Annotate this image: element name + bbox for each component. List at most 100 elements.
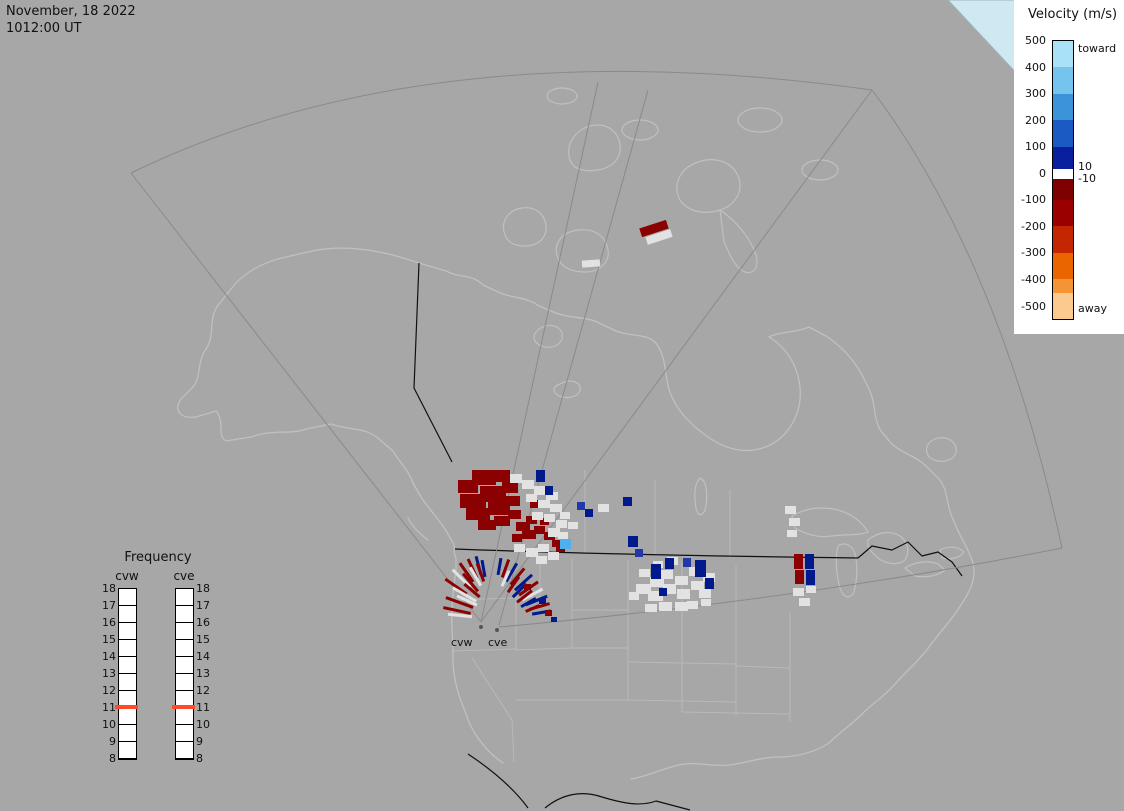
frequency-marker-cve: [172, 705, 195, 709]
radar-echo-cell: [636, 584, 651, 594]
frequency-header-cvw: cvw: [115, 569, 139, 583]
ftick-label: 13: [102, 666, 116, 680]
radar-echo-cell: [532, 512, 543, 520]
radar-echo-cell: [793, 588, 804, 596]
radar-echo-cell: [598, 504, 609, 512]
colorbar-segment: [1053, 41, 1073, 67]
radar-echo-cell: [472, 470, 496, 485]
radar-echo-cell: [522, 480, 534, 489]
vtick-label: 0: [1039, 166, 1046, 180]
ftick-label: 10: [196, 717, 210, 731]
lakes: [533, 324, 965, 598]
vtick-label: -100: [1021, 193, 1046, 207]
radar-echo-cell: [645, 604, 657, 612]
radar-echo-cell: [544, 514, 555, 522]
radar-echo-cell: [661, 570, 673, 579]
colorbar-segment: [1053, 226, 1073, 253]
radar-echo-cell: [526, 548, 538, 557]
vtick-label: 300: [1025, 87, 1046, 101]
radar-echo-cell: [805, 554, 814, 569]
radar-echo-cell: [639, 569, 650, 577]
radar-echo-cell: [799, 598, 810, 606]
frequency-legend-title: Frequency: [124, 550, 192, 565]
ftick-label: 15: [102, 632, 116, 646]
radar-echo-cell: [687, 601, 698, 609]
radar-echo-cell: [516, 522, 530, 531]
radar-echo-cell: [794, 554, 803, 569]
neg-threshold-label: -10: [1078, 172, 1096, 185]
radar-echo-cell: [806, 570, 815, 585]
ftick-label: 11: [102, 700, 116, 714]
colorbar-segment: [1053, 94, 1073, 120]
radar-echo-cell: [478, 520, 496, 530]
radar-echo-cell: [695, 560, 706, 577]
away-label: away: [1078, 302, 1107, 315]
radar-echo-cell: [691, 581, 704, 590]
colorbar-segment: [1053, 147, 1073, 169]
radar-echo-cell: [492, 470, 510, 482]
vtick-label: 400: [1025, 60, 1046, 74]
vtick-label: -300: [1021, 246, 1046, 260]
radar-echo-cell: [785, 506, 796, 514]
radar-echo-cell: [536, 470, 545, 482]
vtick-label: 100: [1025, 140, 1046, 154]
radar-echo-cell: [659, 602, 672, 611]
velocity-legend: Velocity (m/s) 500 400 300 200 100 0 -100 -200 -…: [1008, 0, 1124, 335]
frequency-legend: Frequency cvw cve 18 17 16 15 14 13 12 11 10 9 8 1…: [90, 550, 230, 780]
colorbar-segment: [1053, 169, 1073, 179]
radar-echo-cell: [551, 617, 557, 622]
ftick-label: 12: [196, 683, 210, 697]
ftick-label: 18: [196, 581, 210, 595]
radar-echo-cell: [512, 534, 522, 542]
radar-echo-cell: [648, 591, 663, 601]
timestamp-time: 1012:00 UT: [6, 20, 82, 36]
vtick-label: -500: [1021, 299, 1046, 313]
radar-echo-cell: [581, 259, 601, 268]
radar-echo-cell: [538, 544, 549, 552]
ftick-label: 16: [196, 615, 210, 629]
radar-echo-cell: [659, 588, 667, 596]
ftick-label: 16: [102, 615, 116, 629]
radar-echo-cell: [548, 552, 559, 560]
radar-echo-cell: [701, 599, 711, 606]
ftick-label: 17: [102, 598, 116, 612]
velocity-colorbar: [1052, 40, 1074, 320]
ftick-label: 9: [109, 734, 116, 748]
radar-echo-cell: [556, 520, 567, 528]
ftick-label: 11: [196, 700, 210, 714]
radar-echo-cell: [577, 502, 585, 510]
radar-echo-cell: [705, 578, 714, 589]
radar-echo-cell: [526, 494, 537, 502]
colorbar-segment: [1053, 279, 1073, 293]
radar-echo-cell: [508, 510, 521, 519]
radar-echo-cell: [514, 544, 525, 552]
radar-echo-cell: [510, 474, 522, 483]
radar-echo-cell: [545, 610, 552, 616]
ftick-label: 18: [102, 581, 116, 595]
radar-echo-cell: [548, 528, 560, 537]
radar-echo-cell: [665, 558, 674, 569]
radar-echo-cell: [635, 549, 643, 557]
radar-echo-cell: [552, 540, 562, 547]
colorbar-segment: [1053, 179, 1073, 200]
radar-echo-cell: [558, 532, 568, 539]
vtick-label: -400: [1021, 272, 1046, 286]
vtick-label: 500: [1025, 34, 1046, 47]
radar-echo-cell: [795, 570, 804, 584]
ftick-label: 14: [102, 649, 116, 663]
radar-echo-cell: [675, 602, 688, 611]
frequency-header-cve: cve: [173, 569, 195, 583]
ftick-label: 8: [109, 751, 116, 765]
radar-echo-cell: [534, 486, 547, 495]
radar-echo-cell: [585, 509, 593, 517]
ftick-label: 10: [102, 717, 116, 731]
ftick-label: 15: [196, 632, 210, 646]
toward-label: toward: [1078, 42, 1117, 55]
radar-echo-cell: [530, 500, 540, 508]
radar-echo-cell: [539, 598, 546, 604]
radar-echo-cell: [787, 530, 797, 537]
radar-echo-cell: [534, 526, 545, 534]
radar-echo-cell: [628, 536, 638, 547]
timestamp: November, 18 2022 1012:00 UT: [6, 4, 136, 38]
